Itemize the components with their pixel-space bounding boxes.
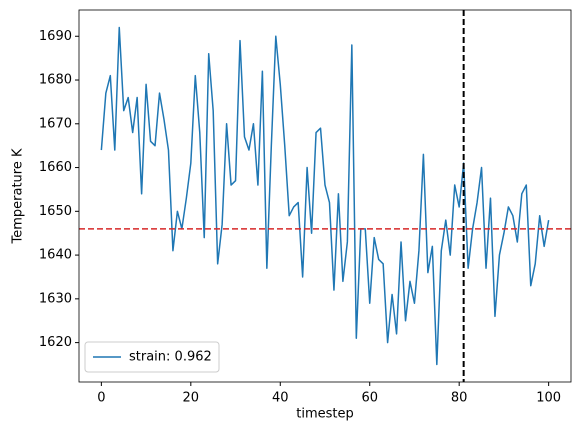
x-tick-label: 40 — [272, 391, 289, 406]
legend-box — [84, 341, 220, 373]
x-tick-label: 20 — [183, 391, 200, 406]
plot-frame — [78, 9, 572, 383]
x-tick-label: 0 — [97, 391, 105, 406]
y-tick-label: 1640 — [39, 248, 72, 263]
y-tick-label: 1620 — [39, 335, 72, 350]
y-tick-label: 1660 — [39, 160, 72, 175]
y-tick-label: 1630 — [39, 291, 72, 306]
x-tick-label: 100 — [536, 391, 561, 406]
legend-label: strain: 0.962 — [129, 350, 212, 365]
data-line — [100, 26, 550, 366]
x-tick-label: 60 — [361, 391, 378, 406]
x-tick-label: 80 — [451, 391, 468, 406]
y-tick-label: 1690 — [39, 29, 72, 44]
y-tick-label: 1680 — [39, 73, 72, 88]
y-tick-label: 1650 — [39, 204, 72, 219]
x-axis-label: timestep — [296, 407, 354, 422]
y-axis-label: Temperature K — [11, 148, 26, 244]
y-tick-label: 1670 — [39, 116, 72, 131]
